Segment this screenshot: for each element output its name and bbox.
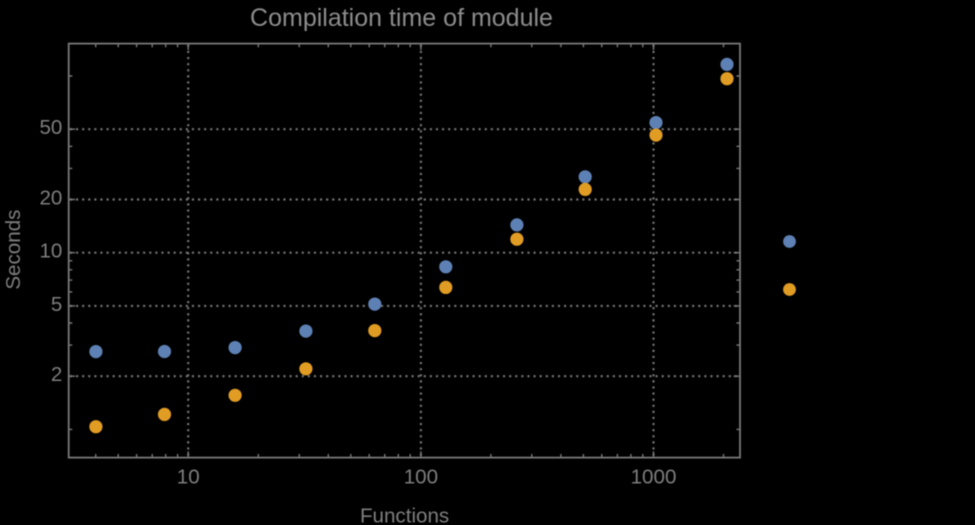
svg-text:10: 10 [177, 466, 200, 489]
svg-text:Functions: Functions [360, 505, 449, 525]
svg-text:20: 20 [39, 186, 62, 209]
svg-text:2: 2 [51, 363, 62, 386]
svg-text:5: 5 [51, 293, 62, 316]
svg-text:1000: 1000 [631, 466, 677, 489]
svg-text:Seconds: Seconds [2, 210, 25, 290]
svg-text:50: 50 [39, 116, 62, 139]
svg-text:Compilation time of module: Compilation time of module [250, 4, 553, 32]
svg-text:100: 100 [404, 466, 438, 489]
svg-text:10: 10 [39, 240, 62, 263]
